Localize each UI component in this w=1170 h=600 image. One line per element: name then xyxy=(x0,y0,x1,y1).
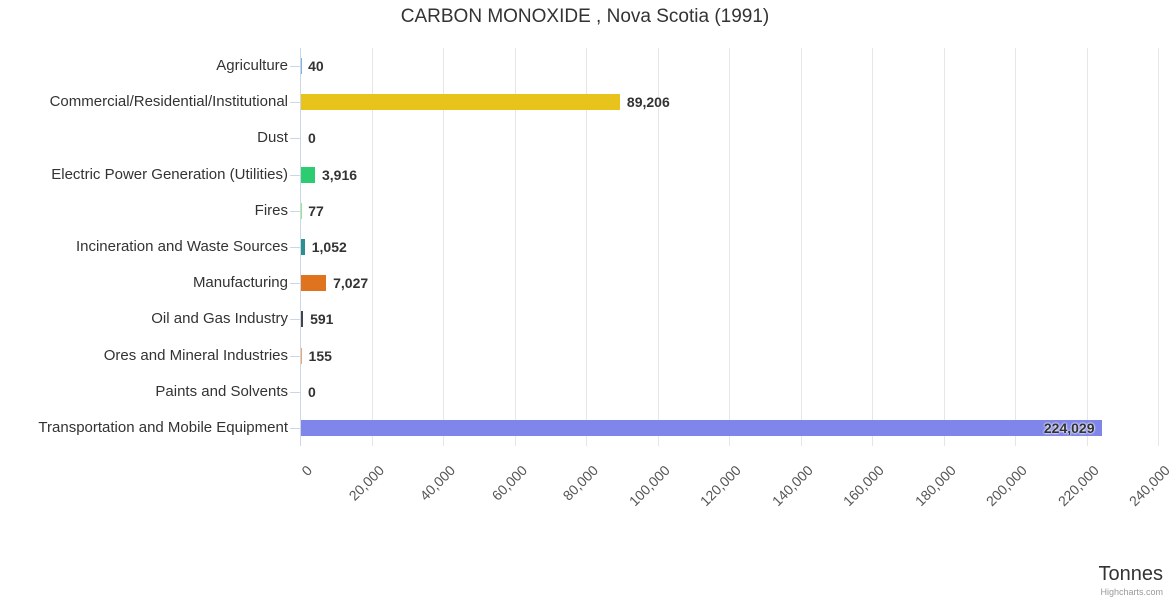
value-label: 3,916 xyxy=(321,166,358,183)
category-label: Incineration and Waste Sources xyxy=(75,238,288,255)
value-label: 0 xyxy=(308,130,316,147)
gridline xyxy=(943,48,945,446)
bar[interactable] xyxy=(301,202,302,219)
category-tick-mark xyxy=(290,428,300,429)
category-tick-mark xyxy=(290,138,300,139)
x-axis-tick-label: 180,000 xyxy=(911,462,959,510)
category-tick-mark xyxy=(290,211,300,212)
category-tick-mark xyxy=(290,283,300,284)
category-label: Ores and Mineral Industries xyxy=(103,346,288,364)
category-tick-mark xyxy=(290,392,300,393)
value-label: 1,052 xyxy=(311,239,347,255)
category-tick-mark xyxy=(290,175,300,176)
gridline xyxy=(514,48,516,446)
category-label: Electric Power Generation (Utilities) xyxy=(51,165,288,183)
category-label: Manufacturing xyxy=(192,274,288,292)
gridline xyxy=(1158,48,1159,446)
bar[interactable] xyxy=(301,275,327,292)
highcharts-credit[interactable]: Highcharts.com xyxy=(1100,587,1163,597)
x-axis-tick-label: 140,000 xyxy=(768,462,816,510)
category-label: Commercial/Residential/Institutional xyxy=(49,93,288,111)
category-tick-mark xyxy=(290,102,300,103)
value-label: 77 xyxy=(308,202,324,219)
bar[interactable] xyxy=(301,311,304,328)
x-axis-tick-label: 20,000 xyxy=(345,462,387,504)
x-axis-tick-label: 120,000 xyxy=(696,462,744,510)
x-axis-tick-label: 40,000 xyxy=(416,462,459,504)
category-label: Paints and Solvents xyxy=(155,382,288,400)
gridline xyxy=(586,48,587,446)
gridline xyxy=(872,48,873,446)
bar[interactable] xyxy=(301,419,1102,436)
category-tick-mark xyxy=(290,319,300,320)
x-axis-tick-label: 200,000 xyxy=(982,462,1030,510)
gridline xyxy=(1086,48,1088,446)
value-label: 155 xyxy=(308,347,332,364)
value-label: 89,206 xyxy=(626,94,670,111)
bar[interactable] xyxy=(301,166,315,183)
category-label: Fires xyxy=(254,201,288,219)
bar[interactable] xyxy=(301,94,620,111)
category-tick-mark xyxy=(290,66,300,67)
x-axis-tick-label: 240,000 xyxy=(1125,462,1170,510)
value-label: 40 xyxy=(308,58,324,75)
category-tick-mark xyxy=(290,247,300,248)
x-axis-tick-label: 0 xyxy=(298,462,316,479)
value-label: 591 xyxy=(310,311,334,328)
chart-title: CARBON MONOXIDE , Nova Scotia (1991) xyxy=(400,6,770,27)
bar[interactable] xyxy=(301,347,302,364)
x-axis-title: Tonnes xyxy=(1098,563,1164,585)
category-tick-mark xyxy=(290,356,300,357)
x-axis-tick-label: 100,000 xyxy=(625,462,673,510)
value-label: 0 xyxy=(308,383,316,400)
gridline xyxy=(1015,48,1016,446)
gridline xyxy=(443,48,444,446)
x-axis-tick-label: 80,000 xyxy=(559,462,602,504)
category-label: Agriculture xyxy=(216,57,288,75)
x-axis-tick-label: 220,000 xyxy=(1054,462,1102,510)
value-label: 224,029 xyxy=(1043,419,1095,436)
x-axis-tick-label: 160,000 xyxy=(839,462,887,510)
gridline xyxy=(371,48,373,446)
x-axis-tick-label: 60,000 xyxy=(488,462,530,504)
y-axis-line xyxy=(300,48,301,446)
category-label: Oil and Gas Industry xyxy=(151,310,288,328)
category-label: Transportation and Mobile Equipment xyxy=(38,418,288,436)
value-label: 7,027 xyxy=(333,275,369,292)
gridline xyxy=(657,48,659,446)
category-label: Dust xyxy=(257,129,288,147)
gridline xyxy=(729,48,730,446)
bar[interactable] xyxy=(301,58,302,75)
gridline xyxy=(800,48,802,446)
bar[interactable] xyxy=(301,239,305,255)
